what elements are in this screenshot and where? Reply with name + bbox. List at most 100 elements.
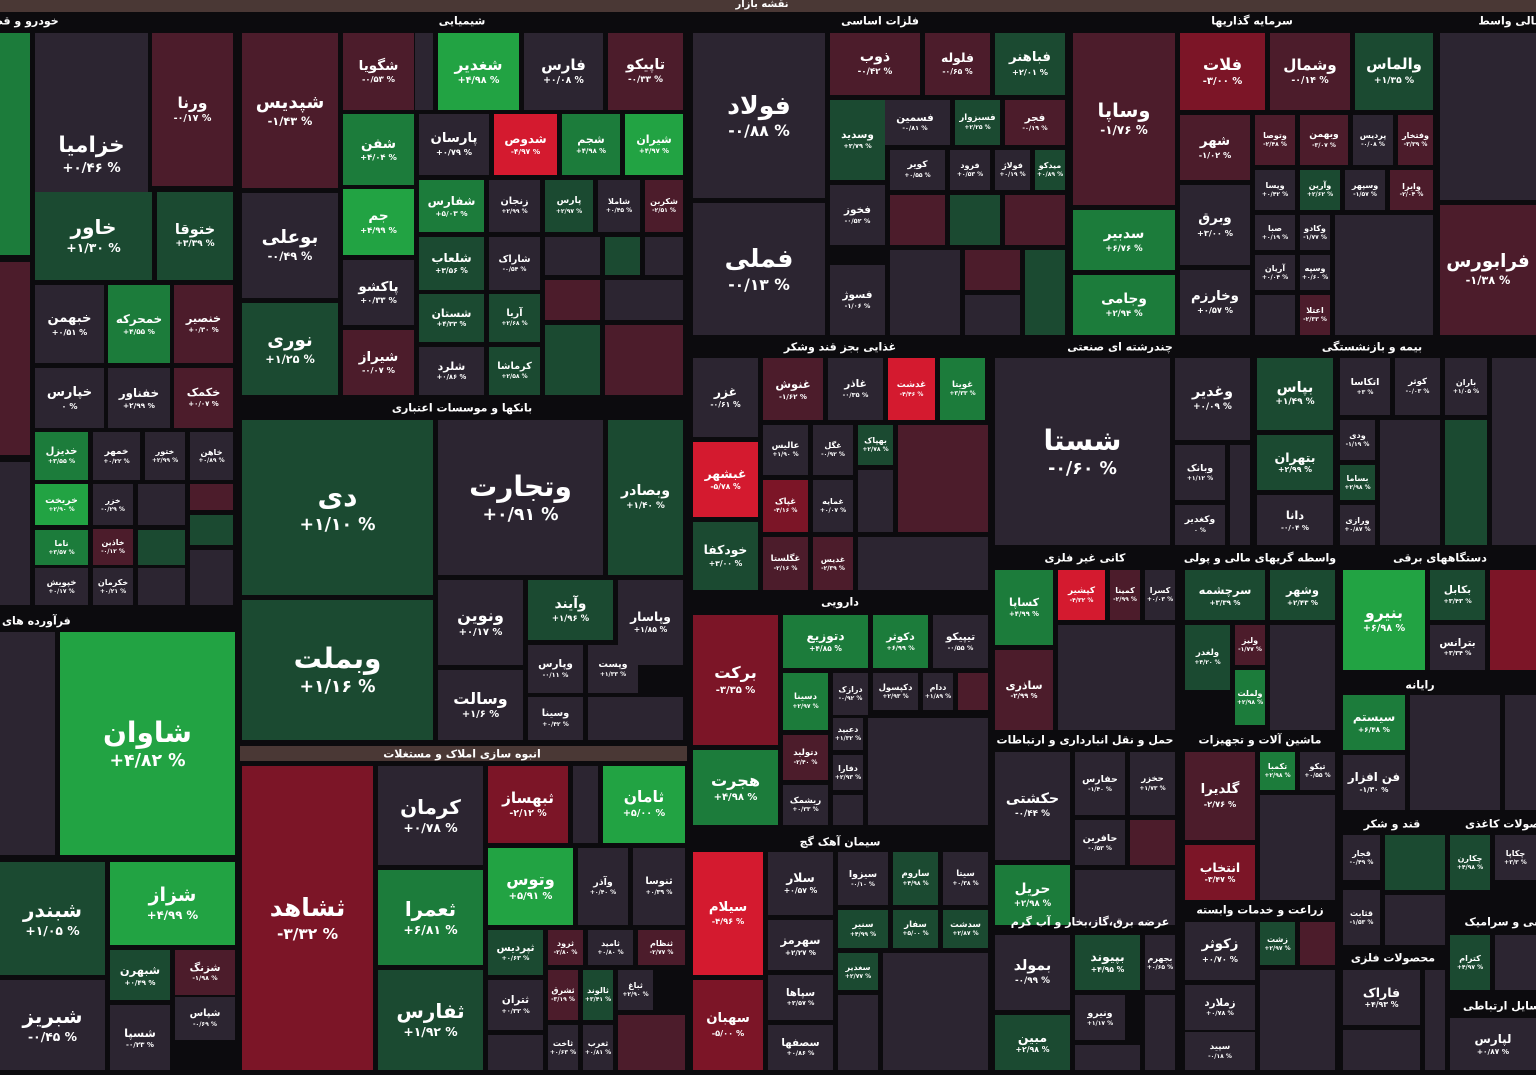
stock-tile[interactable]: وشمال -۰/۱۴ %: [1270, 33, 1350, 110]
stock-tile[interactable]: شیران +۴/۹۷ %: [625, 114, 683, 175]
stock-tile[interactable]: وتوصا -۲/۴۸ %: [1255, 115, 1295, 165]
stock-tile[interactable]: وبرق +۳/۰۰ %: [1180, 185, 1250, 265]
stock-tile[interactable]: سصفها +۰/۸۶ %: [768, 1025, 833, 1070]
stock-tile[interactable]: غزر -۰/۶۱ %: [693, 358, 758, 437]
stock-tile[interactable]: وسپه +۰/۶۰ %: [1300, 255, 1330, 290]
stock-tile[interactable]: اعتلا -۲/۳۳ %: [1300, 295, 1330, 335]
stock-tile[interactable]: وپست +۱/۳۳ %: [588, 645, 638, 693]
stock-tile[interactable]: خمهر +۰/۲۲ %: [93, 432, 140, 480]
stock-tile[interactable]: دعبید +۱/۳۲ %: [833, 718, 863, 750]
stock-tile[interactable]: شفارس +۵/۰۳ %: [419, 180, 484, 232]
stock-tile[interactable]: خزر -۰/۲۹ %: [93, 484, 133, 525]
stock-tile[interactable]: شبندر +۱/۰۵ %: [0, 862, 105, 975]
stock-tile[interactable]: دفارا +۲/۹۳ %: [833, 755, 863, 790]
stock-tile[interactable]: بکابل +۳/۴۳ %: [1430, 570, 1485, 620]
stock-tile[interactable]: خکرمان +۰/۲۱ %: [93, 568, 133, 605]
stock-tile[interactable]: خپارس ۰ %: [35, 368, 104, 428]
stock-tile[interactable]: فارس +۰/۰۸ %: [524, 33, 603, 110]
stock-tile[interactable]: ناما +۳/۵۷ %: [35, 530, 88, 565]
stock-tile[interactable]: غاذر -۰/۳۵ %: [828, 358, 883, 420]
stock-tile[interactable]: فرود +۰/۵۳ %: [950, 150, 990, 190]
stock-tile[interactable]: ثتران +۰/۳۲ %: [488, 980, 543, 1030]
stock-tile[interactable]: گلدیرا -۲/۷۶ %: [1185, 752, 1255, 840]
stock-tile[interactable]: ونیرو +۱/۱۷ %: [1075, 995, 1125, 1040]
stock-tile[interactable]: سپید -۰/۱۸ %: [1185, 1032, 1255, 1070]
stock-tile[interactable]: ولملت +۲/۹۸ %: [1235, 670, 1265, 725]
stock-tile[interactable]: بترانس +۳/۳۴ %: [1430, 625, 1485, 670]
stock-tile[interactable]: حافرین -۰/۵۳ %: [1075, 820, 1125, 865]
stock-tile[interactable]: عالیس +۱/۹۰ %: [763, 425, 808, 475]
stock-tile[interactable]: کساپا +۴/۹۹ %: [995, 570, 1053, 645]
stock-tile[interactable]: وتجارت +۰/۹۱ %: [438, 420, 603, 575]
stock-tile[interactable]: بتهران +۲/۹۹ %: [1257, 435, 1333, 490]
stock-tile[interactable]: شفن +۴/۰۴ %: [343, 114, 414, 185]
stock-tile[interactable]: خدیزل +۳/۵۵ %: [35, 432, 88, 480]
stock-tile[interactable]: فسمین -۰/۸۱ %: [880, 100, 950, 145]
stock-tile[interactable]: وآذر +۰/۴۰ %: [578, 848, 628, 925]
stock-tile[interactable]: وخارزم +۰/۵۷ %: [1180, 270, 1250, 335]
stock-tile[interactable]: کترام +۴/۹۷ %: [1450, 935, 1490, 990]
stock-tile[interactable]: فسوژ -۱/۰۶ %: [830, 265, 885, 335]
stock-tile[interactable]: غدشت -۴/۴۶ %: [888, 358, 935, 420]
stock-tile[interactable]: حخزر +۱/۷۳ %: [1130, 752, 1175, 815]
stock-tile[interactable]: زملارد +۰/۷۸ %: [1185, 985, 1255, 1030]
stock-tile[interactable]: سهرمز +۲/۲۷ %: [768, 920, 833, 970]
stock-tile[interactable]: ثالوند +۳/۴۱ %: [583, 970, 613, 1020]
stock-tile[interactable]: ذوب -۰/۴۲ %: [830, 33, 920, 95]
stock-tile[interactable]: کوثر -۰/۰۳ %: [1395, 358, 1440, 415]
stock-tile[interactable]: جم +۴/۹۹ %: [343, 189, 414, 255]
stock-tile[interactable]: بنیرو +۶/۹۸ %: [1343, 570, 1425, 670]
stock-tile[interactable]: ولغدر +۴/۲۰ %: [1185, 625, 1230, 690]
stock-tile[interactable]: ثباغ +۲/۹۰ %: [618, 970, 653, 1010]
stock-tile[interactable]: ثفارس +۱/۹۲ %: [378, 970, 483, 1070]
stock-tile[interactable]: ورنا -۰/۱۷ %: [152, 33, 233, 186]
stock-tile[interactable]: غبشهر -۵/۷۸ %: [693, 442, 758, 517]
stock-tile[interactable]: دتولید -۲/۴۰ %: [783, 735, 828, 780]
stock-tile[interactable]: وسدید +۲/۷۹ %: [830, 100, 885, 180]
stock-tile[interactable]: وکادو -۱/۷۷ %: [1300, 215, 1330, 250]
stock-tile[interactable]: فملی -۰/۱۳ %: [693, 203, 825, 335]
stock-tile[interactable]: ودی -۱/۱۹ %: [1340, 420, 1375, 460]
stock-tile[interactable]: سدبیر +۶/۷۶ %: [1073, 210, 1175, 270]
stock-tile[interactable]: ورازی +۰/۸۷ %: [1340, 505, 1375, 545]
stock-tile[interactable]: چکارن +۴/۹۸ %: [1450, 835, 1490, 890]
stock-tile[interactable]: نوری +۱/۲۵ %: [242, 303, 338, 395]
stock-tile[interactable]: ثامان +۵/۰۰ %: [603, 766, 685, 843]
stock-tile[interactable]: وغدیر +۰/۰۹ %: [1175, 358, 1250, 440]
stock-tile[interactable]: سیزوا -۰/۱۰ %: [838, 852, 888, 905]
stock-tile[interactable]: فجر -۰/۱۹ %: [1005, 100, 1065, 145]
stock-tile[interactable]: شغدیر +۴/۹۸ %: [438, 33, 519, 110]
stock-tile[interactable]: ثبهساز -۲/۱۲ %: [488, 766, 568, 843]
stock-tile[interactable]: خپویش +۰/۱۷ %: [35, 568, 88, 605]
stock-tile[interactable]: غگل -۰/۹۲ %: [813, 425, 853, 475]
stock-tile[interactable]: شلعاب +۳/۵۶ %: [419, 237, 484, 290]
stock-tile[interactable]: تیپیکو -۰/۵۵ %: [933, 615, 988, 668]
stock-tile[interactable]: قثابت -۱/۵۳ %: [1343, 890, 1380, 945]
stock-tile[interactable]: وسینا +۰/۴۲ %: [528, 697, 583, 740]
stock-tile[interactable]: ثرود -۲/۸۰ %: [548, 930, 583, 965]
stock-tile[interactable]: حفارس -۱/۴۰ %: [1075, 752, 1125, 815]
stock-tile[interactable]: بوعلی -۰/۴۹ %: [242, 193, 338, 298]
stock-tile[interactable]: سیتا +۰/۳۸ %: [943, 852, 988, 905]
stock-tile[interactable]: کرماشا +۲/۵۸ %: [489, 347, 540, 395]
stock-tile[interactable]: شکربن -۲/۵۱ %: [645, 180, 683, 232]
stock-tile[interactable]: صبا +۰/۱۹ %: [1255, 215, 1295, 250]
stock-tile[interactable]: خکمک +۰/۰۷ %: [174, 368, 233, 428]
stock-tile[interactable]: وشهر +۲/۴۳ %: [1270, 570, 1335, 620]
stock-tile[interactable]: پاکشو +۰/۳۳ %: [343, 260, 414, 325]
stock-tile[interactable]: غویتا +۳/۳۳ %: [940, 358, 985, 420]
stock-tile[interactable]: کسرا +۰/۰۳ %: [1145, 570, 1175, 620]
stock-tile[interactable]: شزنگ -۱/۹۸ %: [175, 950, 235, 995]
stock-tile[interactable]: دی +۱/۱۰ %: [242, 420, 433, 595]
stock-tile[interactable]: سرچشمه +۳/۳۹ %: [1185, 570, 1265, 620]
stock-tile[interactable]: حریل +۲/۹۸ %: [995, 865, 1070, 925]
stock-tile[interactable]: ریشمک +۰/۳۳ %: [783, 785, 828, 825]
stock-tile[interactable]: فلات -۳/۰۰ %: [1180, 33, 1265, 110]
stock-tile[interactable]: غپاک -۴/۱۶ %: [763, 480, 808, 532]
stock-tile[interactable]: شسپا -۰/۲۳ %: [110, 1005, 170, 1070]
stock-tile[interactable]: وسپهر -۱/۵۷ %: [1345, 170, 1385, 210]
stock-tile[interactable]: شاملا +۰/۴۵ %: [598, 180, 640, 232]
stock-tile[interactable]: شزاز +۴/۹۹ %: [110, 862, 235, 945]
stock-tile[interactable]: زنجان +۲/۹۹ %: [489, 180, 540, 232]
stock-tile[interactable]: شبهرن +۰/۴۹ %: [110, 950, 170, 1000]
